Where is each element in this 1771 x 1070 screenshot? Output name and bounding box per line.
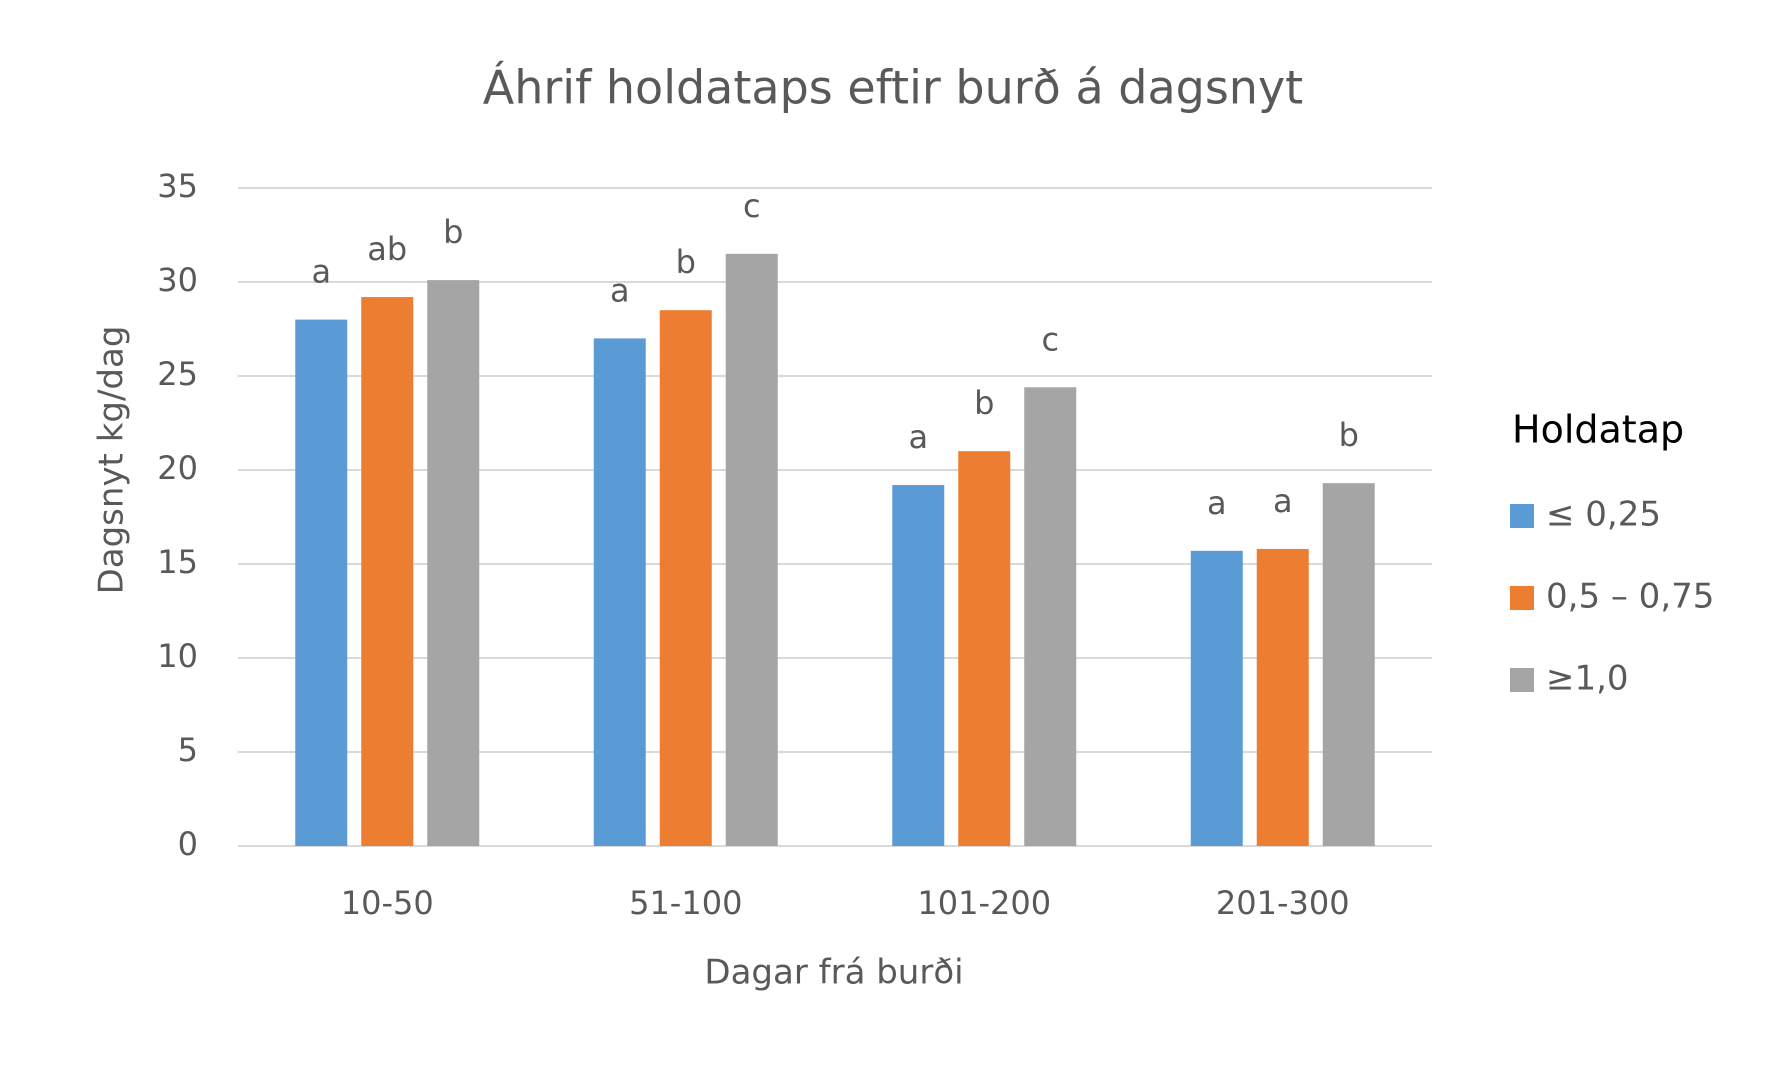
legend-swatch [1510,504,1534,528]
legend-label: ≥1,0 [1546,659,1629,699]
significance-letter: ab [367,230,407,268]
bar [725,253,778,847]
significance-letter: a [1273,482,1293,520]
y-tick-label: 25 [157,355,198,393]
bar [958,451,1011,846]
significance-letter: b [443,213,463,251]
y-tick-label: 10 [157,637,198,675]
significance-letter: c [1041,320,1059,358]
significance-letter: a [908,418,928,456]
bar [892,485,945,846]
bar [1256,548,1309,846]
significance-letter: a [311,253,331,291]
significance-letter: b [1339,416,1359,454]
bar [361,297,414,846]
significance-letter: b [974,384,994,422]
x-tick-label: 201-300 [1216,884,1350,922]
bar [427,280,480,846]
x-tick-label: 10-50 [341,884,434,922]
bar [1190,550,1243,846]
y-axis-title: Dagsnyt kg/dag [92,326,132,595]
chart-title: Áhrif holdataps eftir burð á dagsnyt [483,61,1303,115]
significance-letter: a [1207,484,1227,522]
x-axis-title: Dagar frá burði [704,953,963,993]
significance-letter: b [676,243,696,281]
y-tick-label: 20 [157,449,198,487]
bar [593,338,646,846]
bar [295,319,348,847]
legend-swatch [1510,586,1534,610]
bar [1024,387,1077,846]
y-tick-label: 5 [178,731,198,769]
bar [1322,483,1375,846]
legend-label: 0,5 – 0,75 [1546,577,1714,617]
y-tick-label: 30 [157,261,198,299]
significance-letter: a [610,271,630,309]
legend-label: ≤ 0,25 [1546,495,1661,535]
x-tick-label: 51-100 [629,884,742,922]
significance-letter: c [743,187,761,225]
legend-title: Holdatap [1512,408,1684,452]
x-tick-label: 101-200 [917,884,1051,922]
legend-swatch [1510,668,1534,692]
bar [659,310,712,846]
y-tick-label: 35 [157,167,198,205]
y-tick-label: 0 [178,825,198,863]
y-tick-label: 15 [157,543,198,581]
